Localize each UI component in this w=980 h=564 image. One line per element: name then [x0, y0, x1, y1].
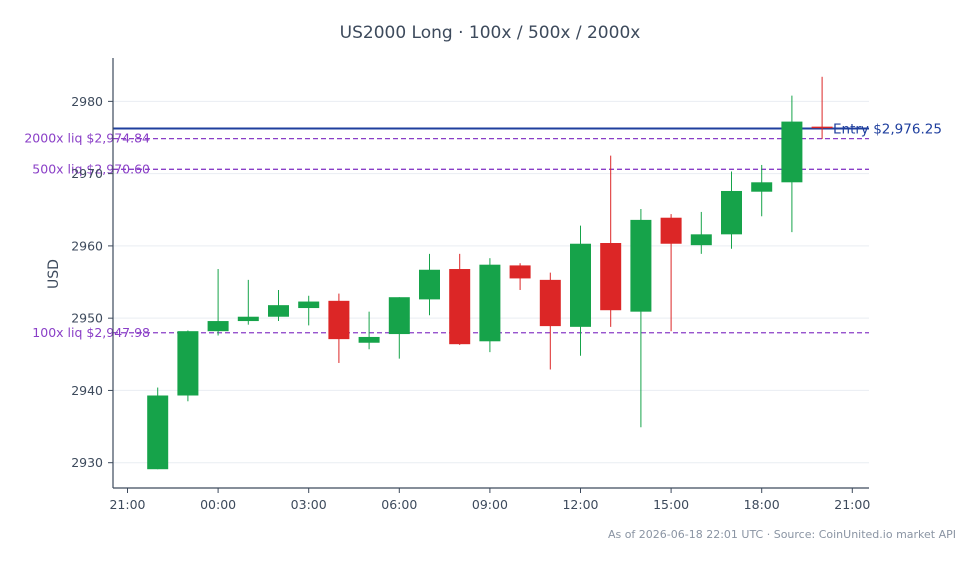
x-tick-label: 03:00 — [291, 497, 327, 512]
x-tick-label: 18:00 — [744, 497, 780, 512]
candle-body — [358, 336, 380, 343]
footer-source: As of 2026-06-18 22:01 UTC · Source: Coi… — [608, 528, 956, 541]
x-tick-label: 21:00 — [834, 497, 870, 512]
candle-body — [449, 269, 471, 345]
candle-body — [147, 395, 169, 470]
candle-body — [600, 243, 622, 311]
candle-body — [751, 182, 773, 192]
x-tick-label: 21:00 — [109, 497, 145, 512]
x-tick-label: 12:00 — [562, 497, 598, 512]
y-tick-label: 2940 — [71, 383, 103, 398]
liquidation-label: 500x liq $2,970.60 — [32, 161, 150, 176]
candle-body — [479, 264, 501, 342]
candle-body — [237, 316, 259, 322]
x-tick-label: 15:00 — [653, 497, 689, 512]
y-tick-label: 2950 — [71, 311, 103, 326]
candle-body — [419, 269, 440, 300]
candle-body — [388, 297, 410, 335]
x-tick-label: 09:00 — [472, 497, 508, 512]
chart-title: US2000 Long · 100x / 500x / 2000x — [340, 23, 641, 43]
candle-body — [811, 126, 833, 129]
candle-body — [570, 243, 591, 327]
y-tick-label: 2980 — [71, 94, 103, 109]
candle-body — [509, 265, 531, 279]
candle-body — [539, 279, 561, 327]
x-tick-label: 06:00 — [381, 497, 417, 512]
axes: 2930 2940 2950 2960 2970 2980 21:00 00:00 03:00 0… — [71, 58, 870, 512]
candle-body — [328, 300, 350, 340]
candle-body — [298, 301, 320, 309]
entry-label: Entry $2,976.25 — [833, 121, 942, 137]
liquidation-label: 2000x liq $2,974.84 — [24, 131, 150, 146]
y-tick-label: 2960 — [71, 238, 103, 253]
x-tick-label: 00:00 — [200, 497, 236, 512]
candle-body — [268, 305, 289, 317]
candle-body — [207, 321, 229, 332]
candle-body — [721, 190, 742, 235]
candles — [147, 76, 833, 470]
candle-body — [660, 217, 682, 244]
y-tick-label: 2930 — [71, 455, 103, 470]
candle-body — [690, 234, 712, 246]
y-axis-label: USD — [46, 259, 62, 289]
y-tick-label: 2970 — [71, 166, 103, 181]
candle-body — [177, 331, 199, 396]
liquidation-label: 100x liq $2,947.98 — [32, 325, 150, 340]
candle-body — [781, 121, 803, 183]
candle-body — [630, 219, 652, 312]
